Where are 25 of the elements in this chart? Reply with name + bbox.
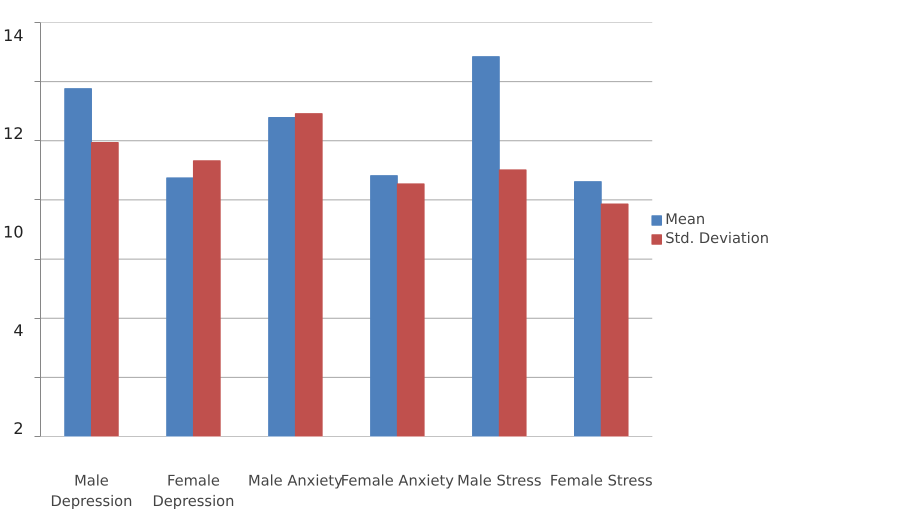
bar xyxy=(64,88,92,436)
legend-label: Std. Deviation xyxy=(665,230,769,247)
x-tick-label: Male Stress xyxy=(457,472,542,490)
bar xyxy=(268,116,296,436)
bar xyxy=(90,142,119,436)
x-tick-label: Male Depression xyxy=(50,472,132,510)
legend-label: Mean xyxy=(665,211,706,228)
bar xyxy=(600,204,629,436)
bar xyxy=(574,181,602,436)
bar xyxy=(396,183,425,436)
bar xyxy=(294,113,323,436)
x-tick-label: Female Anxiety xyxy=(340,472,454,490)
bar xyxy=(192,160,221,436)
text: 14 xyxy=(3,26,24,45)
x-tick-label: Male Anxiety xyxy=(248,472,344,490)
text: 4 xyxy=(13,320,24,340)
bar xyxy=(166,177,194,436)
x-tick-label: Female Stress xyxy=(550,472,653,490)
bar xyxy=(370,175,398,436)
bar xyxy=(472,56,500,436)
text: 10 xyxy=(3,222,24,242)
text: 12 xyxy=(3,124,24,144)
x-tick-label: Female Depression xyxy=(152,472,234,510)
text: 2 xyxy=(13,419,24,438)
bar xyxy=(498,169,527,436)
